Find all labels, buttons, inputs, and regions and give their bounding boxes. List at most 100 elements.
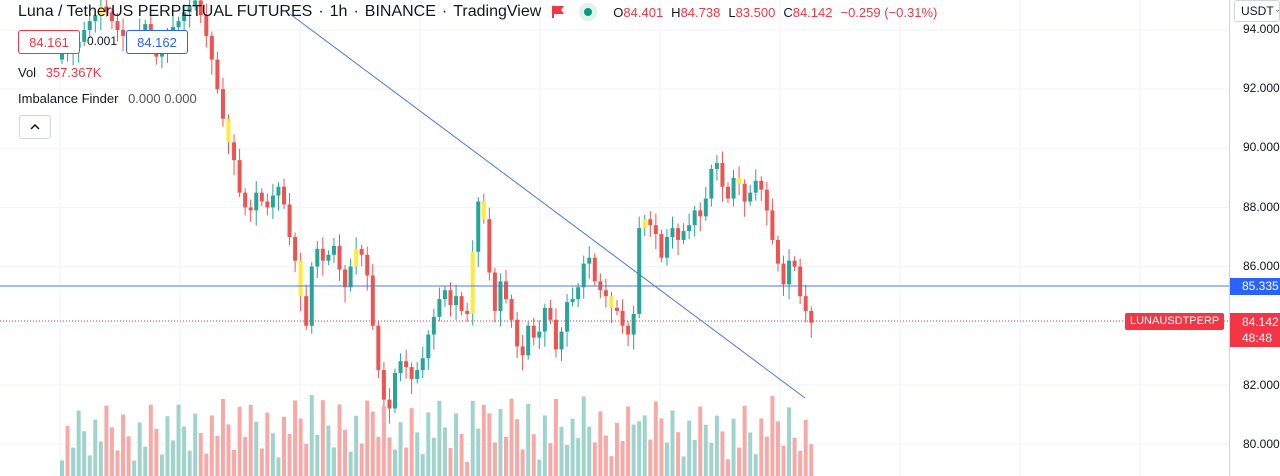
candle-body	[370, 275, 375, 326]
volume-bar	[398, 422, 403, 476]
candle-body	[537, 331, 542, 338]
candle-body	[487, 219, 492, 273]
price-tick: 82.000	[1243, 378, 1280, 392]
volume-bar	[670, 410, 675, 476]
candle-body	[742, 183, 747, 202]
candle-body	[426, 334, 431, 359]
candle-body	[198, 0, 203, 16]
volume-bar	[226, 424, 231, 476]
volume-bar	[154, 429, 159, 476]
candle-body	[282, 186, 286, 205]
volume-bar	[714, 415, 719, 476]
collapse-legend-button[interactable]	[19, 115, 51, 139]
volume-bar	[115, 450, 120, 476]
sell-price: 84.161	[29, 34, 69, 50]
volume-bar	[653, 401, 658, 476]
candle-body	[559, 331, 564, 350]
volume-bar	[365, 400, 370, 476]
imbalance-legend[interactable]: Imbalance Finder 0.000 0.000	[18, 91, 197, 106]
volume-bar	[581, 396, 586, 476]
volume-bar	[548, 443, 553, 476]
volume-bar	[237, 406, 242, 476]
volume-bar	[76, 410, 81, 476]
price-chart[interactable]	[0, 0, 1229, 476]
candle-body	[570, 299, 575, 303]
candle-body	[270, 195, 275, 208]
candle-body	[681, 231, 686, 240]
volume-bar	[531, 434, 536, 476]
volume-bar	[681, 456, 686, 476]
price-tick: 86.000	[1243, 259, 1280, 273]
volume-bar	[437, 400, 442, 476]
candle-body	[60, 50, 64, 60]
candle-body	[343, 269, 348, 288]
symbol-name[interactable]: Luna / TetherUS PERPETUAL FUTURES	[18, 3, 313, 20]
volume-value: 357.367K	[45, 65, 102, 80]
candle-body	[243, 192, 248, 208]
price-tick: 80.000	[1243, 437, 1280, 451]
candle-body	[315, 248, 320, 267]
volume-bar	[587, 426, 592, 476]
volume-bar	[93, 419, 98, 476]
chart-area[interactable]	[0, 0, 1229, 476]
candle-body	[115, 21, 120, 30]
currency-select[interactable]: USDT	[1234, 0, 1280, 22]
candle-body	[781, 263, 786, 285]
candle-body	[531, 325, 536, 338]
candle-body	[731, 177, 736, 199]
flag-icon[interactable]	[551, 5, 565, 19]
candle-body	[309, 266, 314, 326]
candle-body	[498, 281, 503, 311]
volume-bar	[354, 415, 359, 476]
volume-bar	[171, 440, 175, 476]
volume-bar	[775, 421, 780, 476]
sell-button[interactable]: 84.161	[18, 30, 80, 54]
volume-legend[interactable]: Vol 357.367K	[18, 65, 101, 80]
candle-body	[615, 307, 619, 311]
volume-bar	[431, 437, 436, 476]
buy-button[interactable]: 84.162	[126, 30, 188, 54]
volume-bar	[448, 448, 453, 476]
volume-bar	[387, 437, 392, 476]
volume-bar	[87, 455, 92, 476]
volume-bar	[770, 396, 775, 476]
interval-label[interactable]: 1h	[329, 3, 348, 20]
candle-body	[726, 186, 730, 199]
volume-bar	[148, 404, 153, 476]
volume-bar	[542, 415, 547, 476]
candle-body	[182, 12, 187, 22]
candle-body	[709, 168, 714, 199]
candle-body	[642, 219, 647, 229]
price-axis[interactable]: 94.000 92.000 90.000 88.000 86.000 82.00…	[1229, 0, 1280, 476]
candle-body	[215, 59, 220, 90]
volume-bar	[270, 433, 275, 476]
volume-bar	[309, 395, 314, 476]
price-tick: 88.000	[1243, 200, 1280, 214]
candle-body	[692, 210, 697, 226]
volume-bar	[615, 422, 619, 476]
candle-body	[465, 310, 470, 314]
symbol-header: Luna / TetherUS PERPETUAL FUTURES · 1h ·…	[18, 3, 938, 21]
candle-body	[703, 198, 708, 217]
candle-body	[670, 228, 675, 237]
candle-body	[587, 257, 592, 264]
volume-bar	[476, 428, 481, 476]
candle-body	[720, 163, 725, 187]
candle-body	[653, 225, 658, 235]
candle-body	[415, 370, 420, 379]
open-value: 84.401	[623, 4, 664, 20]
price-tick: 94.000	[1243, 22, 1280, 36]
volume-bar	[559, 426, 564, 476]
volume-bar	[709, 443, 714, 476]
candle-body	[276, 186, 281, 196]
chevron-up-icon	[30, 124, 40, 130]
volume-bar	[526, 404, 531, 476]
volume-bar	[420, 454, 425, 476]
candle-body	[454, 296, 459, 306]
volume-bar	[320, 400, 325, 476]
volume-bar	[459, 434, 464, 476]
volume-bar	[282, 416, 286, 476]
last-price-label: 84.142 48:48	[1230, 313, 1280, 347]
volume-bar	[132, 460, 137, 476]
volume-bar	[254, 421, 259, 476]
